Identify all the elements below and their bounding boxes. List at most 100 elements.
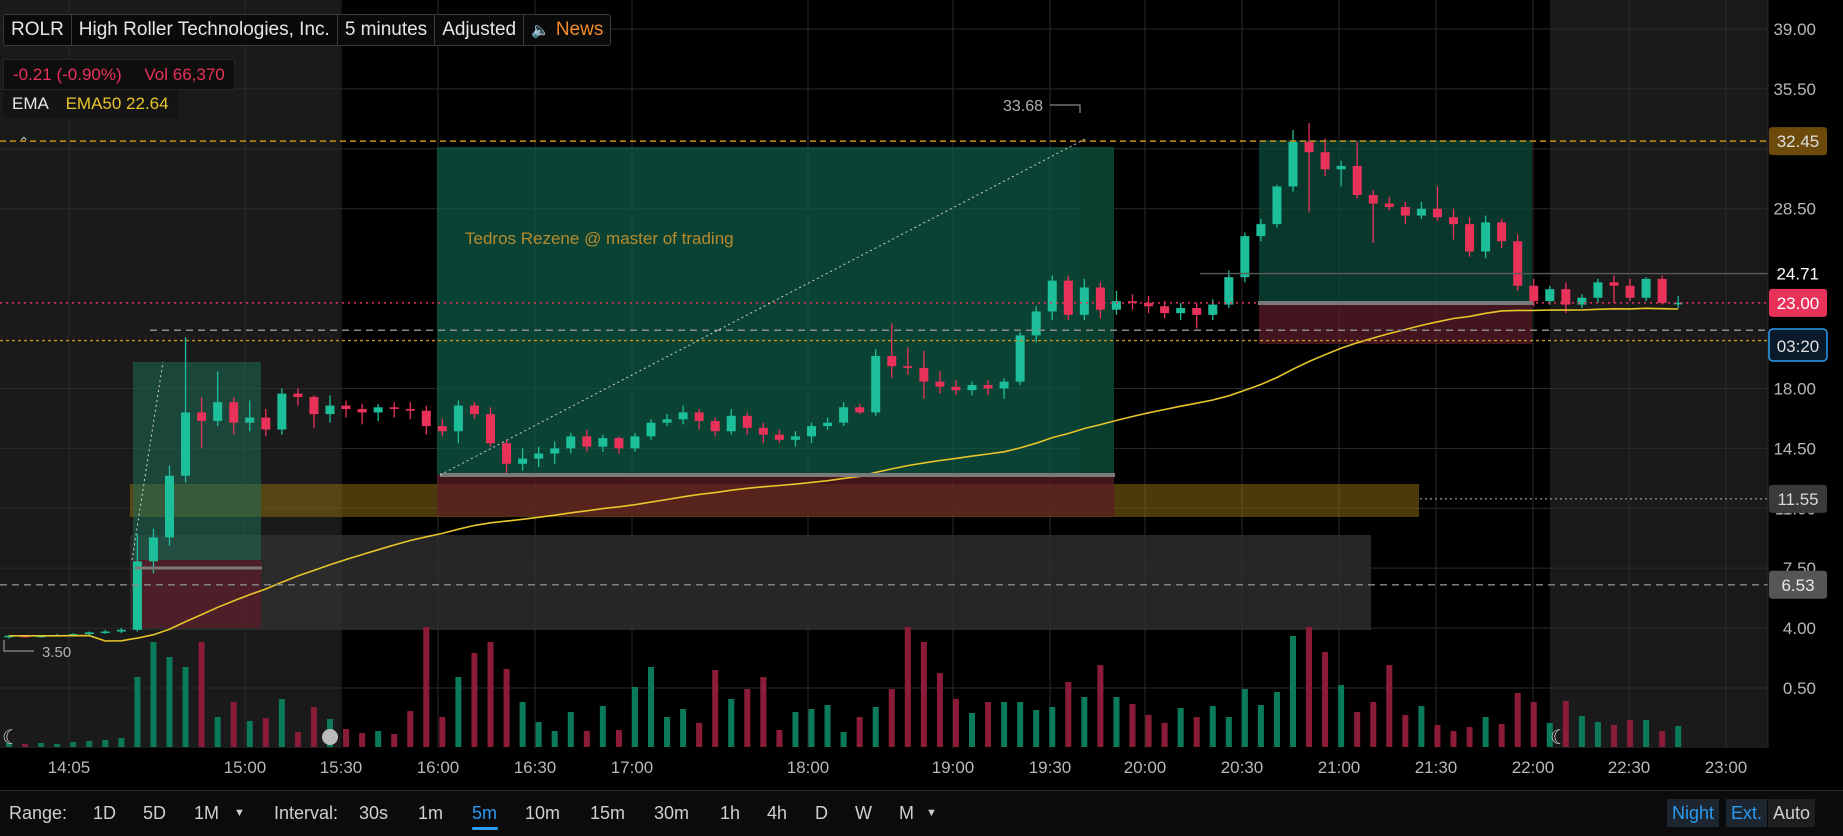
price-tick-label: 35.50 — [1773, 80, 1816, 99]
volume-bar — [567, 712, 574, 747]
candle-body — [309, 397, 319, 415]
candle-body — [1368, 195, 1378, 204]
news-button[interactable]: 🔈 News — [524, 15, 610, 45]
volume-bar — [1562, 701, 1569, 747]
volume-bar — [1065, 682, 1072, 747]
volume-bar — [1418, 706, 1425, 747]
volume-bar — [1434, 725, 1441, 747]
interval-5m[interactable]: 5m — [472, 803, 498, 823]
interval-1m[interactable]: 1m — [418, 803, 444, 823]
candle-body — [1288, 141, 1298, 187]
volume-bar — [744, 689, 751, 747]
volume-bar — [792, 712, 799, 747]
volume-bar — [1530, 702, 1537, 747]
company-name: High Roller Technologies, Inc. — [72, 15, 338, 45]
volume-bar — [1129, 704, 1136, 747]
chevron-down-icon[interactable]: ▼ — [234, 807, 245, 819]
volume-bar — [599, 706, 606, 747]
volume-bar — [1498, 724, 1505, 747]
timeframe-label[interactable]: 5 minutes — [338, 15, 436, 45]
adjustment-label[interactable]: Adjusted — [435, 15, 525, 45]
candle-body — [1336, 165, 1346, 170]
red-zone-left — [133, 560, 261, 628]
gray-zone — [130, 535, 1371, 630]
interval-w[interactable]: W — [855, 803, 872, 823]
chevron-down-icon[interactable]: ▼ — [926, 807, 937, 819]
time-tick-label: 15:30 — [320, 758, 363, 777]
candle-body — [261, 417, 271, 430]
interval-10m[interactable]: 10m — [525, 803, 561, 823]
time-tick-label: 16:30 — [514, 758, 557, 777]
chart-header: ROLR High Roller Technologies, Inc. 5 mi… — [3, 14, 612, 46]
night-toggle[interactable]: Night — [1667, 799, 1720, 827]
selected-interval-indicator — [472, 827, 498, 830]
candle-body — [1320, 152, 1330, 170]
volume-bar — [1193, 717, 1200, 747]
ext-toggle[interactable]: Ext. — [1726, 799, 1768, 827]
candle-body — [229, 402, 239, 423]
price-axis-bg — [1768, 0, 1843, 748]
marker-32-45-box — [1769, 127, 1827, 156]
candle-body — [1111, 301, 1121, 310]
volume-bar — [1482, 717, 1489, 747]
symbol-label[interactable]: ROLR — [4, 15, 72, 45]
study-legend[interactable]: EMA EMA50 22.64 — [3, 90, 178, 118]
interval-15m[interactable]: 15m — [590, 803, 626, 823]
volume-bar — [1033, 710, 1040, 747]
low-annotation: 3.50 — [42, 644, 71, 661]
candle-body — [1192, 308, 1202, 315]
interval-30m[interactable]: 30m — [654, 803, 690, 823]
candle-body — [742, 415, 752, 428]
range-1d[interactable]: 1D — [93, 803, 117, 823]
volume-bar — [680, 709, 687, 747]
auto-toggle[interactable]: Auto — [1768, 799, 1816, 827]
candle-body — [678, 412, 688, 420]
candle-body — [758, 427, 768, 435]
countdown-box — [1768, 328, 1828, 362]
green-zone-right — [1259, 140, 1532, 302]
marker-32-45: 32.45 — [1777, 132, 1820, 151]
volume-bar — [551, 731, 558, 747]
candle-body — [662, 419, 672, 423]
volume-bar — [1113, 697, 1120, 747]
range-1m[interactable]: 1M — [194, 803, 220, 823]
candle-body — [566, 436, 576, 449]
volume-bar — [359, 733, 366, 747]
candle-body — [1481, 222, 1491, 252]
candle-body — [1031, 311, 1041, 336]
range-5d[interactable]: 5D — [143, 803, 167, 823]
interval-30s[interactable]: 30s — [359, 803, 389, 823]
interval-1h[interactable]: 1h — [720, 803, 741, 823]
volume-bar — [1273, 692, 1280, 747]
volume-bar — [728, 699, 735, 747]
candle-body — [1160, 306, 1170, 314]
candle-body — [1529, 285, 1539, 302]
candle-body — [148, 537, 158, 562]
candle-body — [598, 438, 608, 447]
volume-bar — [808, 709, 815, 747]
volume-bar — [134, 677, 141, 747]
price-chart[interactable]: 33.68 3.50 Tedros Rezene @ master of tradi… — [0, 0, 1843, 790]
volume-bar — [760, 677, 767, 747]
volume-bar — [1322, 652, 1329, 747]
volume-bar — [664, 717, 671, 747]
candle-body — [165, 475, 174, 538]
candle-body — [855, 407, 865, 413]
interval-d[interactable]: D — [815, 803, 828, 823]
low-annotation-leader — [3, 640, 34, 652]
time-tick-label: 16:00 — [417, 758, 460, 777]
candle-body — [1465, 224, 1475, 252]
candle-body — [1657, 278, 1667, 303]
volume-bar — [214, 717, 221, 747]
interval-4h[interactable]: 4h — [767, 803, 788, 823]
candle-body — [999, 381, 1009, 389]
volume-bar — [1643, 720, 1650, 747]
marker-11-55: 11.55 — [1777, 490, 1818, 509]
candle-body — [871, 355, 881, 413]
volume-bar — [936, 673, 943, 747]
interval-m[interactable]: M — [899, 803, 914, 823]
range-label: Range: — [9, 803, 68, 823]
volume-bar — [1402, 715, 1409, 747]
volume-bar — [38, 743, 45, 747]
candle-body — [1272, 186, 1282, 225]
